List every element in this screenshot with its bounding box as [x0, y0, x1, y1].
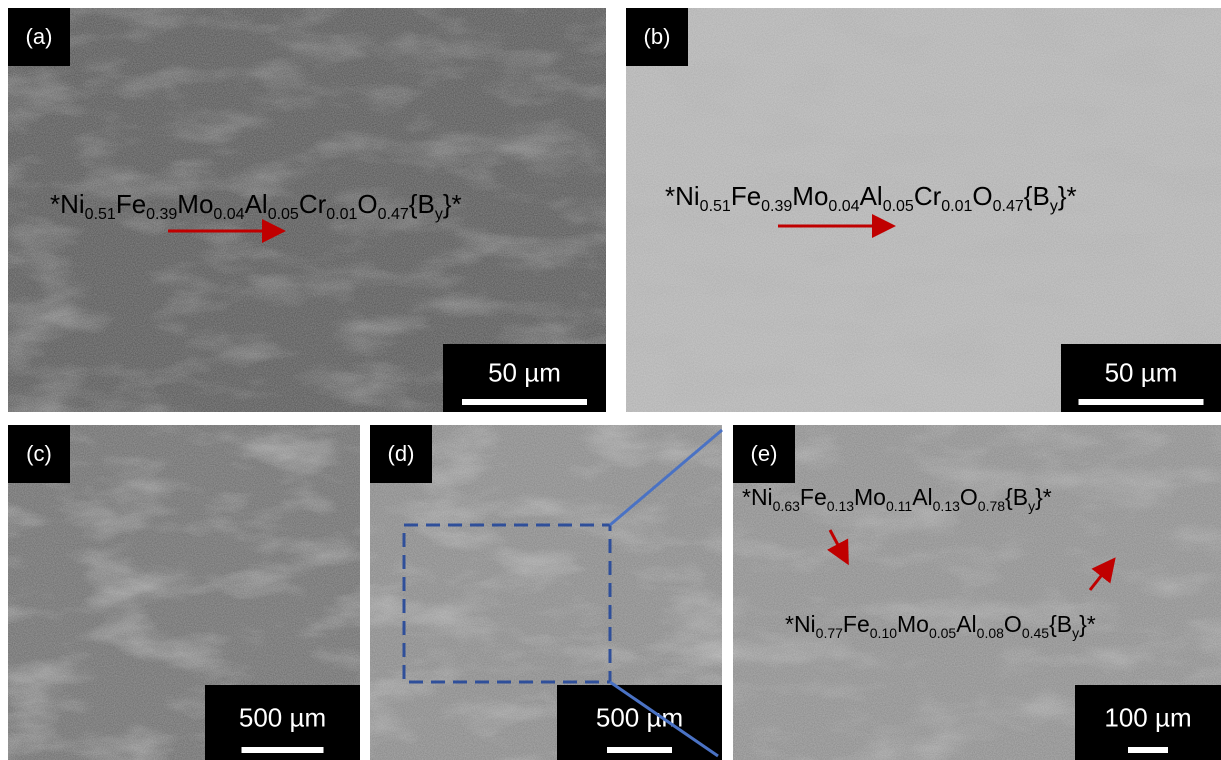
scale-bar — [1128, 747, 1168, 753]
formula-subscript: 0.05 — [268, 206, 299, 223]
formula-subscript: 0.51 — [85, 206, 116, 223]
panel-label: (b) — [644, 24, 671, 49]
panel: (b) 50 µm *Ni0.51Fe0.39Mo0.04Al0.05Cr0.01O… — [626, 8, 1221, 412]
zoom-region — [402, 523, 612, 684]
formula-element: *Ni — [50, 189, 85, 219]
formula-subscript: y — [435, 206, 443, 223]
arrow — [826, 529, 849, 566]
formula-subscript: 0.47 — [993, 198, 1024, 215]
label-box — [370, 425, 432, 483]
formula-element: *Ni — [665, 181, 700, 211]
formula-element: *Ni — [785, 611, 816, 637]
formula-element: Fe — [800, 484, 827, 510]
annotation: *Ni0.51Fe0.39Mo0.04Al0.05Cr0.01O0.47{By}… — [50, 189, 462, 223]
formula-element: Mo — [792, 181, 828, 211]
formula-element: O — [357, 189, 377, 219]
formula-subscript: 0.39 — [146, 206, 177, 223]
annotation: *Ni0.63Fe0.13Mo0.11Al0.13O0.78{By}* — [742, 484, 1052, 514]
formula-subscript: 0.01 — [941, 198, 972, 215]
formula-subscript: 0.04 — [828, 198, 859, 215]
formula-subscript: 0.63 — [773, 498, 800, 514]
annotation: *Ni0.77Fe0.10Mo0.05Al0.08O0.45{By}* — [785, 611, 1096, 641]
formula-subscript: 0.05 — [883, 198, 914, 215]
formula-element: Fe — [116, 189, 146, 219]
overlay — [168, 214, 1116, 758]
formula-element: O — [1004, 611, 1022, 637]
formula-tail: }* — [443, 189, 462, 219]
formula-subscript: 0.77 — [816, 625, 843, 641]
scale-bar — [462, 399, 587, 405]
formula-subscript: 0.39 — [761, 198, 792, 215]
formula-subscript: 0.78 — [978, 498, 1005, 514]
formula-element: Cr — [299, 189, 327, 219]
formula-element: Mo — [897, 611, 929, 637]
formula-element: O — [960, 484, 978, 510]
formula-subscript: 0.51 — [700, 198, 731, 215]
formula-subscript: 0.45 — [1022, 625, 1049, 641]
annotation: *Ni0.51Fe0.39Mo0.04Al0.05Cr0.01O0.47{By}… — [665, 181, 1077, 215]
formula-tail: }* — [1035, 484, 1052, 510]
formula-subscript: 0.10 — [870, 625, 897, 641]
label-box — [733, 425, 795, 483]
label-box — [8, 425, 70, 483]
scale-bar — [1078, 399, 1204, 405]
panel-label: (a) — [26, 24, 53, 49]
formula-element: Al — [860, 181, 883, 211]
formula-subscript: 0.13 — [933, 498, 960, 514]
scale-text: 50 µm — [488, 357, 561, 387]
formula-subscript: 0.11 — [886, 498, 912, 514]
formula-subscript: 0.05 — [929, 625, 956, 641]
formula-subscript: 0.01 — [326, 206, 357, 223]
formula-subscript: 0.08 — [977, 625, 1004, 641]
panel: (a) 50 µm *Ni0.51Fe0.39Mo0.04Al0.05Cr0.01O… — [8, 8, 606, 412]
arrow — [1088, 557, 1116, 591]
label-box — [626, 8, 688, 66]
formula-element: Al — [912, 484, 932, 510]
formula-subscript: 0.47 — [378, 206, 409, 223]
formula-subscript: y — [1072, 625, 1079, 641]
formula-element: Mo — [177, 189, 213, 219]
scale-text: 100 µm — [1104, 702, 1191, 732]
formula-element: {B — [1005, 484, 1028, 510]
panel: (c) 500 µm — [8, 425, 360, 760]
zoom-line — [609, 680, 719, 758]
formula-element: {B — [1049, 611, 1072, 637]
formula-element: Fe — [731, 181, 761, 211]
formula-subscript: y — [1028, 498, 1035, 514]
scale-bar — [241, 747, 324, 753]
scale-text: 500 µm — [239, 702, 326, 732]
panel: (e)100 µm*Ni0.63Fe0.13Mo0.11Al0.13O0.78{… — [733, 425, 1221, 760]
formula-element: O — [972, 181, 992, 211]
formula-element: Cr — [914, 181, 942, 211]
panel-label: (e) — [751, 441, 778, 466]
formula-tail: }* — [1079, 611, 1096, 637]
formula-element: {B — [1024, 181, 1050, 211]
scale-text: 500 µm — [596, 702, 683, 732]
formula-tail: }* — [1058, 181, 1077, 211]
scale-bar — [607, 747, 672, 753]
scale-text: 50 µm — [1105, 357, 1178, 387]
formula-element: {B — [409, 189, 435, 219]
panel-label: (d) — [388, 441, 415, 466]
formula-subscript: 0.04 — [213, 206, 244, 223]
formula-subscript: y — [1050, 198, 1058, 215]
panel-label: (c) — [26, 441, 52, 466]
formula-element: Fe — [843, 611, 870, 637]
formula-element: Mo — [854, 484, 886, 510]
formula-element: *Ni — [742, 484, 773, 510]
label-box — [8, 8, 70, 66]
formula-element: Al — [245, 189, 268, 219]
zoom-line — [609, 428, 723, 527]
formula-subscript: 0.13 — [827, 498, 854, 514]
panels: (a)50 µm*Ni0.51Fe0.39Mo0.04Al0.05Cr0.01O… — [8, 8, 1221, 760]
formula-element: Al — [956, 611, 976, 637]
